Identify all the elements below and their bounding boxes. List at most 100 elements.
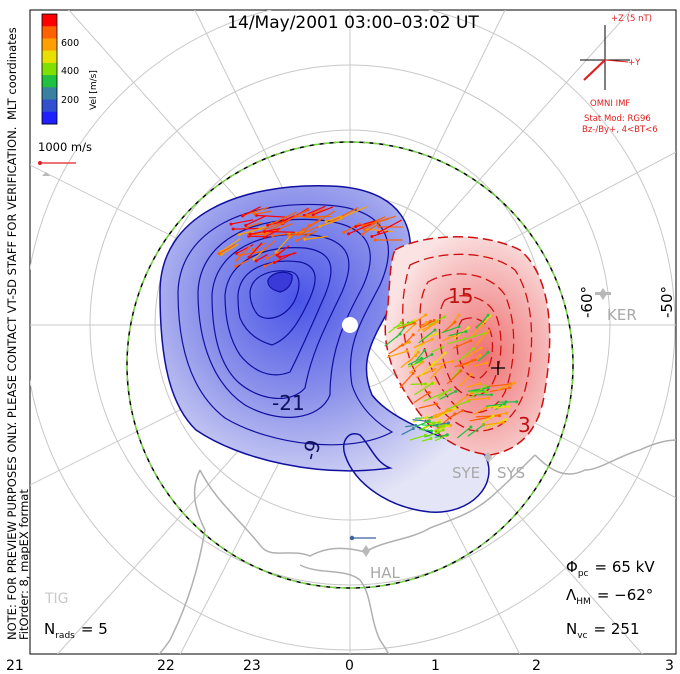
velocity-vector <box>304 235 328 240</box>
velocity-vector <box>289 227 309 238</box>
velocity-vector <box>245 215 266 226</box>
velocity-vector-origin <box>439 365 443 369</box>
colorbar-tick-600: 600 <box>61 38 79 49</box>
velocity-vector <box>308 210 336 227</box>
colorbar-segment <box>42 14 57 27</box>
velocity-vector-origin <box>311 213 315 217</box>
velocity-vector <box>467 397 489 401</box>
velocity-vector <box>470 324 484 337</box>
velocity-vector-origin <box>370 234 374 238</box>
velocity-vector-origin <box>483 384 487 388</box>
velocity-vector-origin <box>464 330 468 334</box>
velocity-vector <box>414 420 430 428</box>
velocity-vector-origin <box>263 264 267 268</box>
velocity-vector <box>429 366 442 380</box>
velocity-vector-origin <box>479 346 483 350</box>
velocity-vector <box>401 428 414 436</box>
velocity-vector <box>489 387 510 393</box>
velocity-vector <box>242 206 261 217</box>
velocity-vector-origin <box>445 433 449 437</box>
velocity-vector <box>480 415 494 424</box>
colorbar-segment <box>42 26 57 39</box>
velocity-vector-origin <box>234 264 238 268</box>
velocity-vector-origin <box>424 313 428 317</box>
velocity-vector-origin <box>253 212 257 216</box>
velocity-vector <box>436 409 448 418</box>
velocity-vector <box>409 434 426 441</box>
velocity-vector <box>312 206 334 216</box>
imf-source: OMNI IMF <box>590 99 630 109</box>
velocity-vector-origin <box>473 358 477 362</box>
mlt-tick-3: 3 <box>665 658 674 674</box>
velocity-vector-origin <box>281 221 285 225</box>
velocity-vector <box>255 254 268 262</box>
velocity-vector-origin <box>478 353 482 357</box>
station-marker-ker-bar <box>595 292 611 295</box>
velocity-vector <box>456 426 472 439</box>
velocity-vector-origin <box>470 359 474 363</box>
velocity-vector <box>264 229 280 238</box>
velocity-vector <box>378 219 402 233</box>
velocity-vector-origin <box>430 381 434 385</box>
fit-order-note: FitOrder: 8, mapEX format <box>17 489 31 640</box>
station-label-ker: KER <box>607 306 637 324</box>
velocity-vector <box>454 360 473 368</box>
mlt-tick-1: 1 <box>431 658 440 674</box>
velocity-vector-origin <box>295 239 299 243</box>
velocity-vector-origin <box>235 258 239 262</box>
velocity-vector-origin <box>453 407 457 411</box>
velocity-vector-origin <box>441 428 445 432</box>
velocity-vector-origin <box>423 433 427 437</box>
velocity-vector <box>446 338 466 345</box>
velocity-vector-origin <box>416 350 420 354</box>
velocity-vector-origin <box>436 320 440 324</box>
velocity-vector <box>399 372 414 389</box>
station-label-hal: HAL <box>370 564 401 582</box>
velocity-vector-origin <box>503 418 507 422</box>
velocity-vector <box>475 314 489 329</box>
velocity-vector <box>420 362 435 377</box>
velocity-vector <box>466 383 480 388</box>
map-statistics: Φpc = 65 kV ΛHM = −62° Nvc = 251 Nrads = 5 <box>44 558 655 641</box>
mlt-tick-22: 22 <box>157 658 175 674</box>
velocity-vector-origin <box>448 388 452 392</box>
velocity-vector <box>408 351 419 363</box>
velocity-vector <box>430 352 446 369</box>
velocity-vector <box>410 383 426 386</box>
velocity-vector <box>470 387 489 392</box>
velocity-vector <box>439 390 457 400</box>
colorbar-segment <box>42 50 57 64</box>
velocity-vector <box>412 419 429 422</box>
velocity-vector <box>235 259 249 267</box>
velocity-vector-origin <box>265 256 269 260</box>
velocity-vector <box>413 391 430 403</box>
velocity-vector <box>431 346 443 353</box>
velocity-vector-origin <box>442 424 446 428</box>
velocity-vector-origin <box>425 415 429 419</box>
velocity-vector-origin <box>443 315 447 319</box>
lat-label-50: -50° <box>658 286 676 318</box>
velocity-vector-origin <box>486 313 490 317</box>
velocity-vector-origin <box>453 412 457 416</box>
velocity-vector <box>249 227 281 235</box>
velocity-vector <box>421 437 432 442</box>
velocity-vector-origin <box>469 372 473 376</box>
velocity-vector-origin <box>377 230 381 234</box>
velocity-vector-origin <box>342 230 346 234</box>
velocity-vector <box>413 338 433 349</box>
velocity-vector-origin <box>491 414 495 418</box>
mlt-tick-21: 21 <box>6 658 24 674</box>
velocity-vector-origin <box>399 321 403 325</box>
velocity-vector-origin <box>424 320 428 324</box>
velocity-vector-origin <box>469 339 473 343</box>
velocity-vector-origin <box>411 333 415 337</box>
velocity-vector-origin <box>412 321 416 325</box>
velocity-vector <box>348 223 372 235</box>
velocity-vector <box>417 322 427 333</box>
velocity-vector-origin <box>422 348 426 352</box>
velocity-vector <box>412 416 428 423</box>
mlt-tick-2: 2 <box>532 658 541 674</box>
velocity-vector-origin <box>459 369 463 373</box>
velocity-vector-origin <box>478 382 482 386</box>
velocity-vector <box>256 214 288 218</box>
